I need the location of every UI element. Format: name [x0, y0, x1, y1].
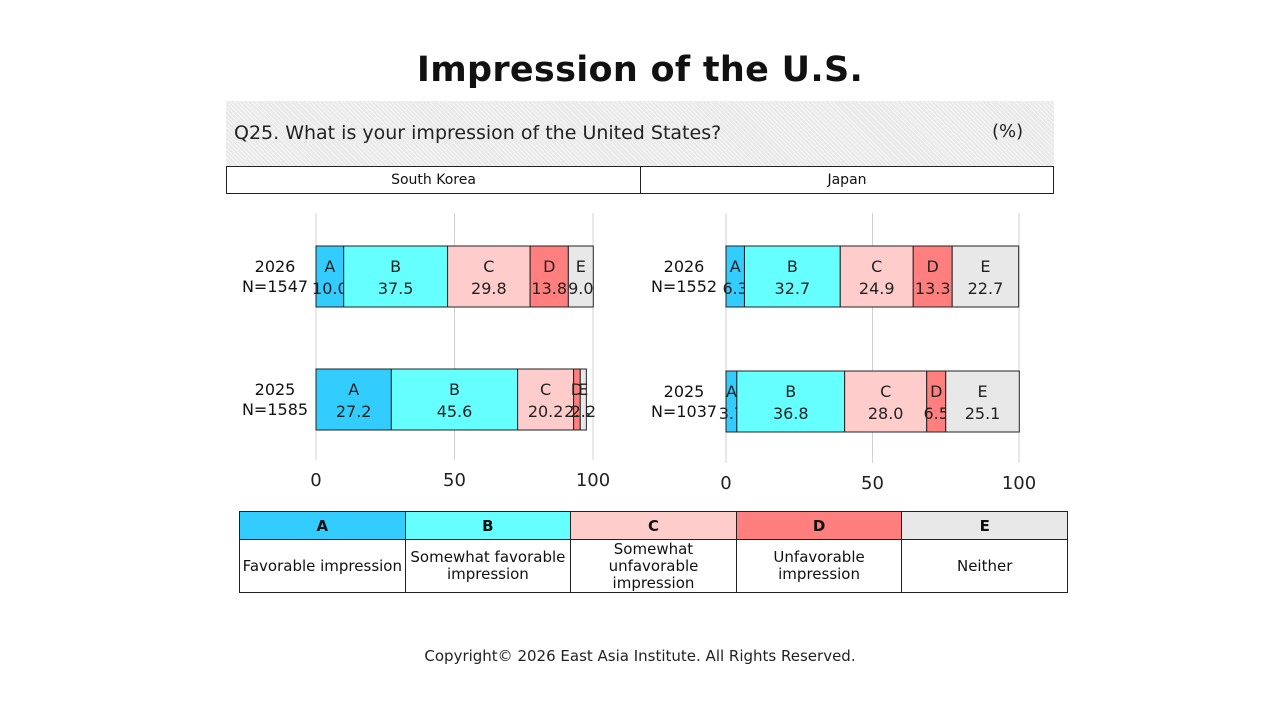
japan-segment-value-label: 6.3 — [723, 279, 748, 298]
korea-bar-segment-e — [567, 245, 594, 308]
japan-segment-value-label: 25.1 — [965, 404, 1001, 423]
question-banner: Q25. What is your impression of the Unit… — [226, 101, 1054, 166]
korea-row-n-label: N=1585 — [242, 400, 308, 419]
japan-segment-key-label: B — [787, 257, 798, 276]
japan-bar-segment-b — [736, 370, 846, 433]
legend-label-b: Somewhat favorable impression — [404, 539, 572, 593]
legend-label-a: Favorable impression — [239, 539, 406, 593]
korea-segment-key-label: C — [483, 257, 494, 276]
japan-bar-segment-c — [839, 245, 914, 308]
unit-label: (%) — [992, 121, 1024, 142]
korea-segment-key-label: D — [543, 257, 555, 276]
japan-segment-key-label: C — [880, 382, 891, 401]
japan-segment-key-label: D — [930, 382, 942, 401]
japan-segment-key-label: E — [977, 382, 987, 401]
japan-segment-key-label: C — [871, 257, 882, 276]
japan-segment-value-label: 22.7 — [968, 279, 1004, 298]
japan-segment-key-label: A — [726, 382, 737, 401]
legend-key-c: C — [570, 511, 737, 540]
korea-x-tick-label: 100 — [576, 470, 610, 491]
korea-segment-value-label: 29.8 — [471, 279, 507, 298]
korea-segment-value-label: 10.0 — [312, 279, 348, 298]
legend-key-a: A — [239, 511, 406, 540]
korea-segment-value-label: 45.6 — [437, 402, 473, 421]
korea-segment-key-label: E — [576, 257, 586, 276]
korea-bar-segment-c — [517, 368, 575, 431]
japan-bar-segment-e — [945, 370, 1020, 433]
question-text: Q25. What is your impression of the Unit… — [234, 122, 722, 144]
japan-segment-key-label: E — [980, 257, 990, 276]
korea-segment-key-label: B — [449, 380, 460, 399]
japan-segment-value-label: 32.7 — [775, 279, 811, 298]
korea-bar-segment-a — [315, 368, 392, 431]
korea-segment-value-label: 27.2 — [336, 402, 372, 421]
korea-segment-value-label: 20.2 — [528, 402, 564, 421]
korea-row-year-label: 2025 — [255, 380, 296, 399]
legend-key-e: E — [901, 511, 1068, 540]
korea-segment-key-label: A — [324, 257, 335, 276]
legend-label-d: Unfavorable impression — [735, 539, 903, 593]
korea-bar-segment-e — [579, 368, 587, 431]
panel-header-japan: Japan — [640, 166, 1054, 194]
legend-table: A B C D E Favorable impression Somewhat … — [239, 511, 1068, 593]
korea-bar-segment-b — [343, 245, 449, 308]
korea-segment-key-label: C — [540, 380, 551, 399]
page-title: Impression of the U.S. — [416, 50, 864, 90]
korea-segment-key-label: A — [348, 380, 359, 399]
korea-segment-key-label: E — [578, 380, 588, 399]
japan-row-year-label: 2025 — [664, 382, 705, 401]
japan-bar-segment-c — [844, 370, 928, 433]
japan-x-tick-label: 100 — [1002, 473, 1036, 494]
copyright-footer: Copyright© 2026 East Asia Institute. All… — [424, 647, 856, 665]
japan-row-n-label: N=1037 — [651, 402, 717, 421]
panel-header-south-korea: South Korea — [226, 166, 641, 194]
korea-bar-segment-c — [447, 245, 531, 308]
legend-key-b: B — [404, 511, 572, 540]
japan-segment-value-label: 24.9 — [859, 279, 895, 298]
korea-bar-segment-b — [390, 368, 519, 431]
japan-segment-value-label: 6.5 — [924, 404, 949, 423]
korea-segment-key-label: B — [390, 257, 401, 276]
japan-row-year-label: 2026 — [664, 257, 705, 276]
legend-label-e: Neither — [901, 539, 1068, 593]
korea-segment-value-label: 37.5 — [378, 279, 414, 298]
japan-segment-key-label: B — [785, 382, 796, 401]
korea-segment-value-label: 13.8 — [531, 279, 567, 298]
korea-bar-segment-a — [315, 245, 345, 308]
japan-segment-value-label: 28.0 — [868, 404, 904, 423]
japan-segment-key-label: A — [730, 257, 741, 276]
korea-segment-value-label: 2.2 — [571, 402, 596, 421]
japan-segment-value-label: 13.3 — [915, 279, 951, 298]
japan-bar-segment-b — [743, 245, 841, 308]
korea-row-n-label: N=1547 — [242, 277, 308, 296]
japan-x-tick-label: 0 — [720, 473, 731, 494]
korea-bar-segment-d — [529, 245, 569, 308]
legend-key-d: D — [735, 511, 903, 540]
japan-bar-segment-e — [951, 245, 1020, 308]
japan-x-tick-label: 50 — [861, 473, 884, 494]
japan-row-n-label: N=1552 — [651, 277, 717, 296]
korea-segment-value-label: 9.0 — [568, 279, 593, 298]
korea-row-year-label: 2026 — [255, 257, 296, 276]
japan-segment-key-label: D — [927, 257, 939, 276]
korea-x-tick-label: 0 — [310, 470, 321, 491]
japan-segment-value-label: 36.8 — [773, 404, 809, 423]
korea-x-tick-label: 50 — [443, 470, 466, 491]
legend-label-c: Somewhat unfavorable impression — [570, 539, 737, 593]
